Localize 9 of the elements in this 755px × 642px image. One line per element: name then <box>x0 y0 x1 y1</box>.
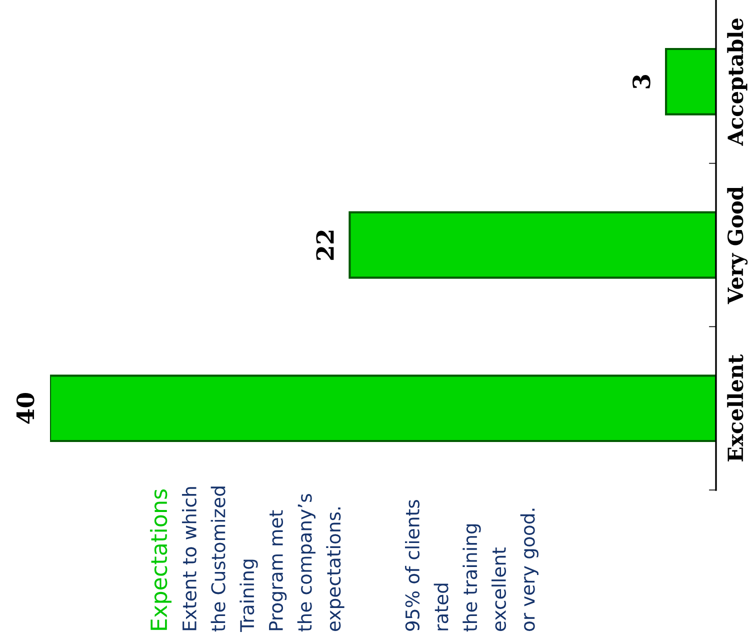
y-tick-label: Very Good <box>727 186 748 304</box>
text: 95% of clients rated the training excellent or very good. <box>405 500 538 632</box>
y-tick-label: Acceptable <box>727 18 748 146</box>
y-tick-label: Excellent <box>727 354 744 462</box>
data-label: 40 <box>16 393 34 424</box>
annotation: Extent to which the Customized Training Program met the company’s expectations. <box>182 486 344 632</box>
data-label: 22 <box>316 230 334 260</box>
text: Expectations <box>150 489 172 630</box>
data-label: 3 <box>632 74 650 88</box>
